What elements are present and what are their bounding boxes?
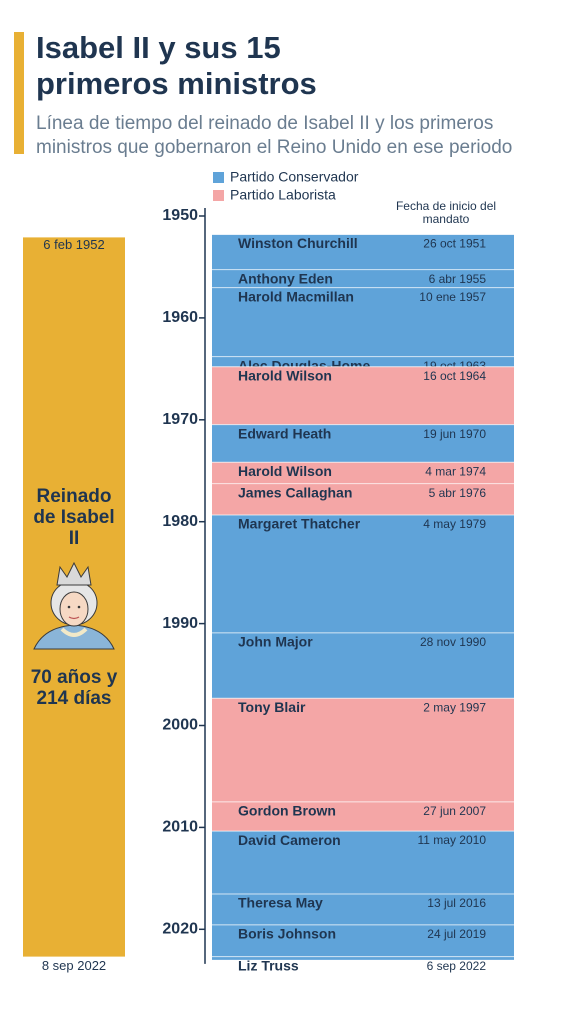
- term-start-date: 5 abr 1976: [429, 486, 487, 500]
- minister-name: Tony Blair: [238, 699, 306, 715]
- legend-swatch: [213, 190, 224, 201]
- term-start-date: 28 nov 1990: [420, 635, 486, 649]
- minister-name: Theresa May: [238, 895, 323, 911]
- legend-label: Partido Laborista: [230, 187, 336, 203]
- face: [59, 591, 89, 627]
- queen-illustration: [33, 561, 115, 650]
- term-block: [212, 801, 514, 832]
- date-header: Fecha de inicio del mandato: [396, 199, 496, 226]
- minister-name: John Major: [238, 634, 313, 650]
- minister-name: Liz Truss: [238, 957, 299, 973]
- minister-name: Margaret Thatcher: [238, 516, 361, 532]
- eye: [67, 605, 71, 609]
- title: Isabel II y sus 15 primeros ministros: [36, 30, 317, 101]
- minister-name: Edward Heath: [238, 425, 331, 441]
- minister-name: David Cameron: [238, 832, 341, 848]
- term-block: [212, 924, 514, 957]
- legend-swatch: [213, 172, 224, 183]
- minister-name: Anthony Eden: [238, 270, 333, 286]
- term-start-date: 6 sep 2022: [427, 959, 487, 973]
- term-start-date: 27 jun 2007: [423, 804, 486, 818]
- term-block: [212, 366, 514, 425]
- term-block: [212, 831, 514, 894]
- y-tick-label: 1960: [162, 309, 198, 326]
- minister-name: Harold Macmillan: [238, 288, 354, 304]
- y-tick-label: 1990: [162, 615, 198, 632]
- y-tick-label: 2000: [162, 717, 198, 734]
- term-start-date: 6 abr 1955: [429, 272, 487, 286]
- term-block: [212, 287, 514, 357]
- term-block: [212, 234, 514, 270]
- minister-name: Winston Churchill: [238, 235, 358, 251]
- term-block: [212, 956, 514, 960]
- term-block: [212, 698, 514, 802]
- date-header-line: mandato: [423, 212, 470, 226]
- y-tick-label: 2010: [162, 819, 198, 836]
- subtitle: Línea de tiempo del reinado de Isabel II…: [36, 113, 513, 158]
- term-start-date: 24 jul 2019: [427, 927, 486, 941]
- term-block: [212, 269, 514, 288]
- term-start-date: 19 jun 1970: [423, 427, 486, 441]
- reign-end-label: 8 sep 2022: [42, 958, 106, 973]
- necklace: [60, 627, 88, 637]
- y-tick-label: 1970: [162, 411, 198, 428]
- mouth: [68, 616, 80, 620]
- term-start-date: 10 ene 1957: [419, 290, 486, 304]
- date-header-line: Fecha de inicio del: [396, 199, 496, 213]
- term-start-date: 4 mar 1974: [425, 464, 486, 478]
- term-start-date: 26 oct 1951: [423, 237, 486, 251]
- reign-label: Reinado de Isabel II: [33, 486, 115, 549]
- y-tick-label: 1950: [162, 207, 198, 224]
- reign-duration: 70 años y 214 días: [30, 667, 118, 709]
- legend-label: Partido Conservador: [230, 169, 359, 185]
- term-start-date: 13 jul 2016: [427, 896, 486, 910]
- minister-name: Harold Wilson: [238, 463, 332, 479]
- title-accent: [14, 32, 24, 154]
- eye: [77, 605, 81, 609]
- term-block: [212, 356, 514, 367]
- crown: [56, 561, 92, 586]
- reign-start-label: 6 feb 1952: [43, 237, 104, 252]
- minister-name: Harold Wilson: [238, 367, 332, 383]
- term-block: [212, 632, 514, 699]
- term-start-date: 11 may 2010: [418, 833, 487, 847]
- term-start-date: 2 may 1997: [423, 700, 486, 714]
- y-tick-label: 2020: [162, 921, 198, 938]
- term-block: [212, 893, 514, 925]
- minister-name: Gordon Brown: [238, 803, 336, 819]
- minister-name: James Callaghan: [238, 484, 352, 500]
- term-block: [212, 462, 514, 484]
- minister-name: Boris Johnson: [238, 926, 336, 942]
- term-start-date: 16 oct 1964: [423, 369, 486, 383]
- term-start-date: 4 may 1979: [423, 517, 486, 531]
- term-block: [212, 424, 514, 463]
- term-block: [212, 483, 514, 515]
- y-tick-label: 1980: [162, 513, 198, 530]
- term-block: [212, 514, 514, 633]
